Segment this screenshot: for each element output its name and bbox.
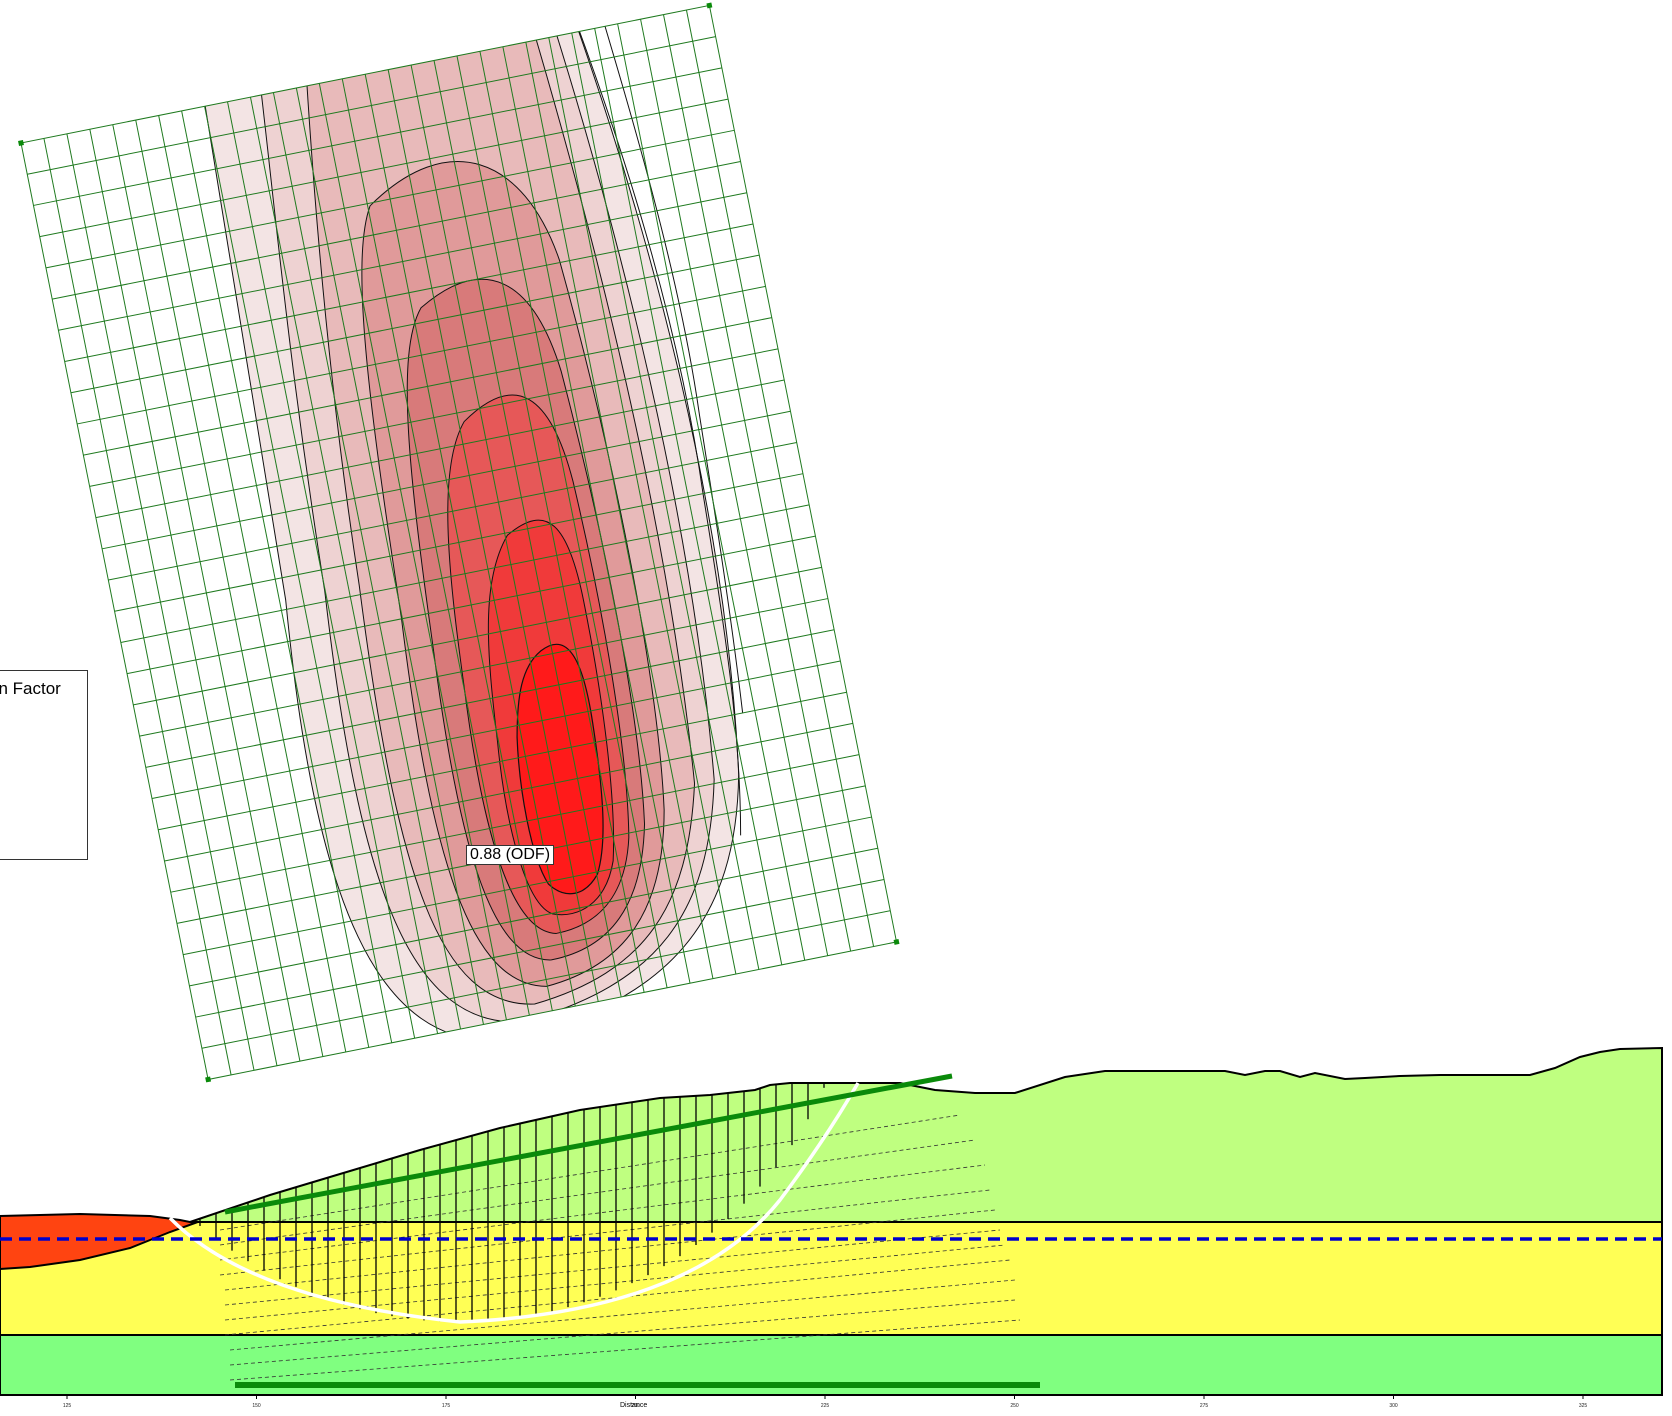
slip-surface-arc — [168, 1082, 860, 1324]
grid-line-horizontal — [151, 660, 841, 800]
axis-tick-label: 275 — [1200, 1403, 1209, 1409]
grid-line-horizontal — [39, 98, 729, 238]
grid-line-horizontal — [108, 441, 797, 581]
contour-band-8 — [516, 643, 604, 895]
grid-line-horizontal — [139, 598, 829, 737]
soil-layers — [0, 1046, 1663, 1396]
distance-axis: 125 150 175 200 225 250 275 300 325 — [0, 1394, 1662, 1409]
grid-line-horizontal — [64, 223, 754, 363]
axis-title: Distance — [620, 1402, 648, 1409]
axis-tick-label: 175 — [442, 1403, 451, 1409]
grid-line-horizontal — [89, 348, 779, 487]
legend-title: gn Factor — [0, 679, 61, 698]
contour-map — [194, 5, 744, 1042]
axis-tick-label: 250 — [1010, 1403, 1019, 1409]
sand-layer — [0, 1221, 1663, 1336]
grid-line-horizontal — [158, 691, 847, 831]
grid-line-horizontal — [27, 36, 716, 175]
axis-tick-label: 225 — [821, 1403, 830, 1409]
grid-line-horizontal — [45, 129, 735, 269]
grid-line-horizontal — [201, 910, 891, 1049]
axis-tick-label: 300 — [1389, 1403, 1398, 1409]
grid-lines — [27, 9, 891, 1075]
factor-of-safety-label: 0.88 (ODF) — [466, 845, 555, 865]
axis-tick-label: 325 — [1579, 1403, 1588, 1409]
grid-line-horizontal — [83, 317, 772, 456]
reinforcement-line-upper — [224, 1073, 953, 1215]
grid-line-horizontal — [77, 285, 766, 425]
upper-soil-layer — [189, 1046, 1663, 1223]
axis-tick-label: 150 — [252, 1403, 261, 1409]
grid-line-horizontal — [145, 629, 835, 768]
search-grid — [18, 2, 900, 1083]
grid-border — [20, 4, 898, 1081]
grid-line-horizontal — [70, 254, 760, 394]
grid-line-horizontal — [170, 754, 860, 893]
axis-tick-label: 125 — [63, 1403, 72, 1409]
grid-corner-tr — [706, 2, 713, 9]
grid-line-horizontal — [114, 473, 804, 612]
grid-line-horizontal — [183, 816, 872, 956]
grid-line-horizontal — [101, 410, 791, 550]
grid-line-horizontal — [33, 67, 722, 206]
grid-corner-bl — [205, 1076, 212, 1083]
grid-line-horizontal — [126, 535, 816, 675]
grid-line-horizontal — [195, 879, 885, 1018]
grid-line-horizontal — [189, 847, 878, 987]
embankment-fill — [0, 1212, 199, 1271]
grid-line-horizontal — [120, 504, 810, 643]
grid-line-horizontal — [164, 722, 853, 862]
grid-line-horizontal — [58, 192, 747, 331]
axis-tick-label: 200 — [631, 1403, 640, 1409]
axis-ticks: 125 150 175 200 225 250 275 300 325 — [63, 1395, 1588, 1409]
grid-line-horizontal — [95, 379, 785, 519]
legend-box: gn Factor — [0, 670, 88, 860]
contour-line-right-1 — [557, 5, 742, 836]
grid-corner-tl — [18, 140, 24, 146]
grid-line-horizontal — [52, 161, 741, 300]
grid-line-horizontal — [133, 566, 822, 706]
contour-line-right-2 — [587, 5, 744, 713]
grid-corner-br — [893, 938, 900, 945]
